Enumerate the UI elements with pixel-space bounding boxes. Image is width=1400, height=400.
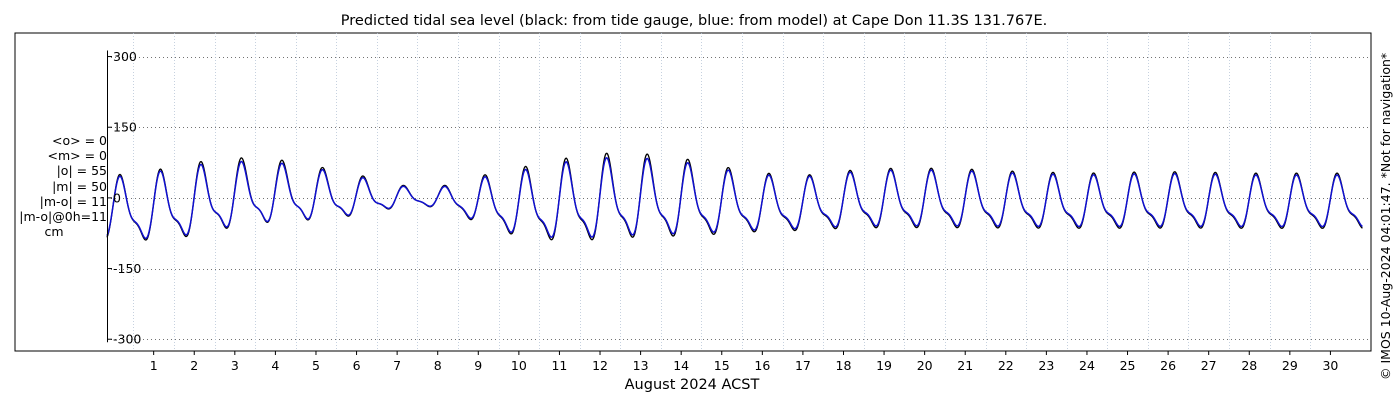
x-tick-label: 10 (511, 358, 527, 373)
x-tick-label: 17 (795, 358, 811, 373)
x-tick-label: 7 (393, 358, 401, 373)
stat-abs-diff-0h: |m-o|@0h=11 (19, 209, 107, 225)
stat-mean-model: <m> = 0 (47, 148, 108, 164)
x-tick-label: 29 (1282, 358, 1298, 373)
x-tick-label: 24 (1079, 358, 1095, 373)
y-tick-label: 300 (113, 49, 137, 64)
x-tick-label: 12 (592, 358, 608, 373)
x-tick-label: 5 (312, 358, 320, 373)
x-tick-label: 16 (754, 358, 770, 373)
y-tick-label: 0 (113, 190, 121, 205)
stat-mean-observed: <o> = 0 (52, 133, 107, 148)
x-tick-label: 4 (271, 358, 279, 373)
x-tick-label: 11 (551, 358, 567, 373)
y-tick-label: 150 (113, 120, 137, 135)
stat-unit: cm (44, 224, 64, 240)
chart-title: Predicted tidal sea level (black: from t… (341, 13, 1047, 29)
x-tick-label: 2 (190, 358, 198, 373)
x-tick-label: 28 (1241, 358, 1257, 373)
x-tick-label: 19 (876, 358, 892, 373)
x-tick-label: 30 (1322, 358, 1338, 373)
x-tick-label: 25 (1120, 358, 1136, 373)
model-series-line (106, 157, 1363, 240)
x-tick-label: 3 (231, 358, 239, 373)
stat-abs-diff: |m-o| = 11 (39, 193, 107, 209)
x-tick-label: 6 (353, 358, 361, 373)
x-tick-label: 18 (836, 358, 852, 373)
copyright-note: © IMOS 10-Aug-2024 04:01:47. *Not for na… (1378, 52, 1393, 380)
plot-frame (14, 32, 1372, 352)
statistics-panel: <o> = 0 <m> = 0 |o| = 55 |m| = 50 |m-o| … (0, 133, 108, 239)
x-tick-label: 9 (474, 358, 482, 373)
x-tick-label: 1 (150, 358, 158, 373)
x-tick-label: 23 (1038, 358, 1054, 373)
x-axis-label: August 2024 ACST (625, 377, 760, 393)
x-tick-label: 15 (714, 358, 730, 373)
x-tick-label: 8 (434, 358, 442, 373)
y-tick-label: -300 (113, 332, 141, 347)
x-tick-label: 20 (917, 358, 933, 373)
grid-lines (107, 33, 1371, 351)
x-tick-label: 26 (1160, 358, 1176, 373)
tide-gauge-series-line (106, 152, 1363, 241)
stat-abs-observed: |o| = 55 (56, 163, 107, 179)
x-tick-label: 13 (633, 358, 649, 373)
x-tick-label: 21 (957, 358, 973, 373)
series-group (106, 152, 1363, 241)
plot-frame-group (14, 32, 1372, 352)
stat-abs-model: |m| = 50 (52, 178, 107, 194)
y-tick-label: -150 (113, 261, 141, 276)
x-tick-label: 14 (673, 358, 689, 373)
x-tick-label: 22 (998, 358, 1014, 373)
x-tick-label: 27 (1201, 358, 1217, 373)
